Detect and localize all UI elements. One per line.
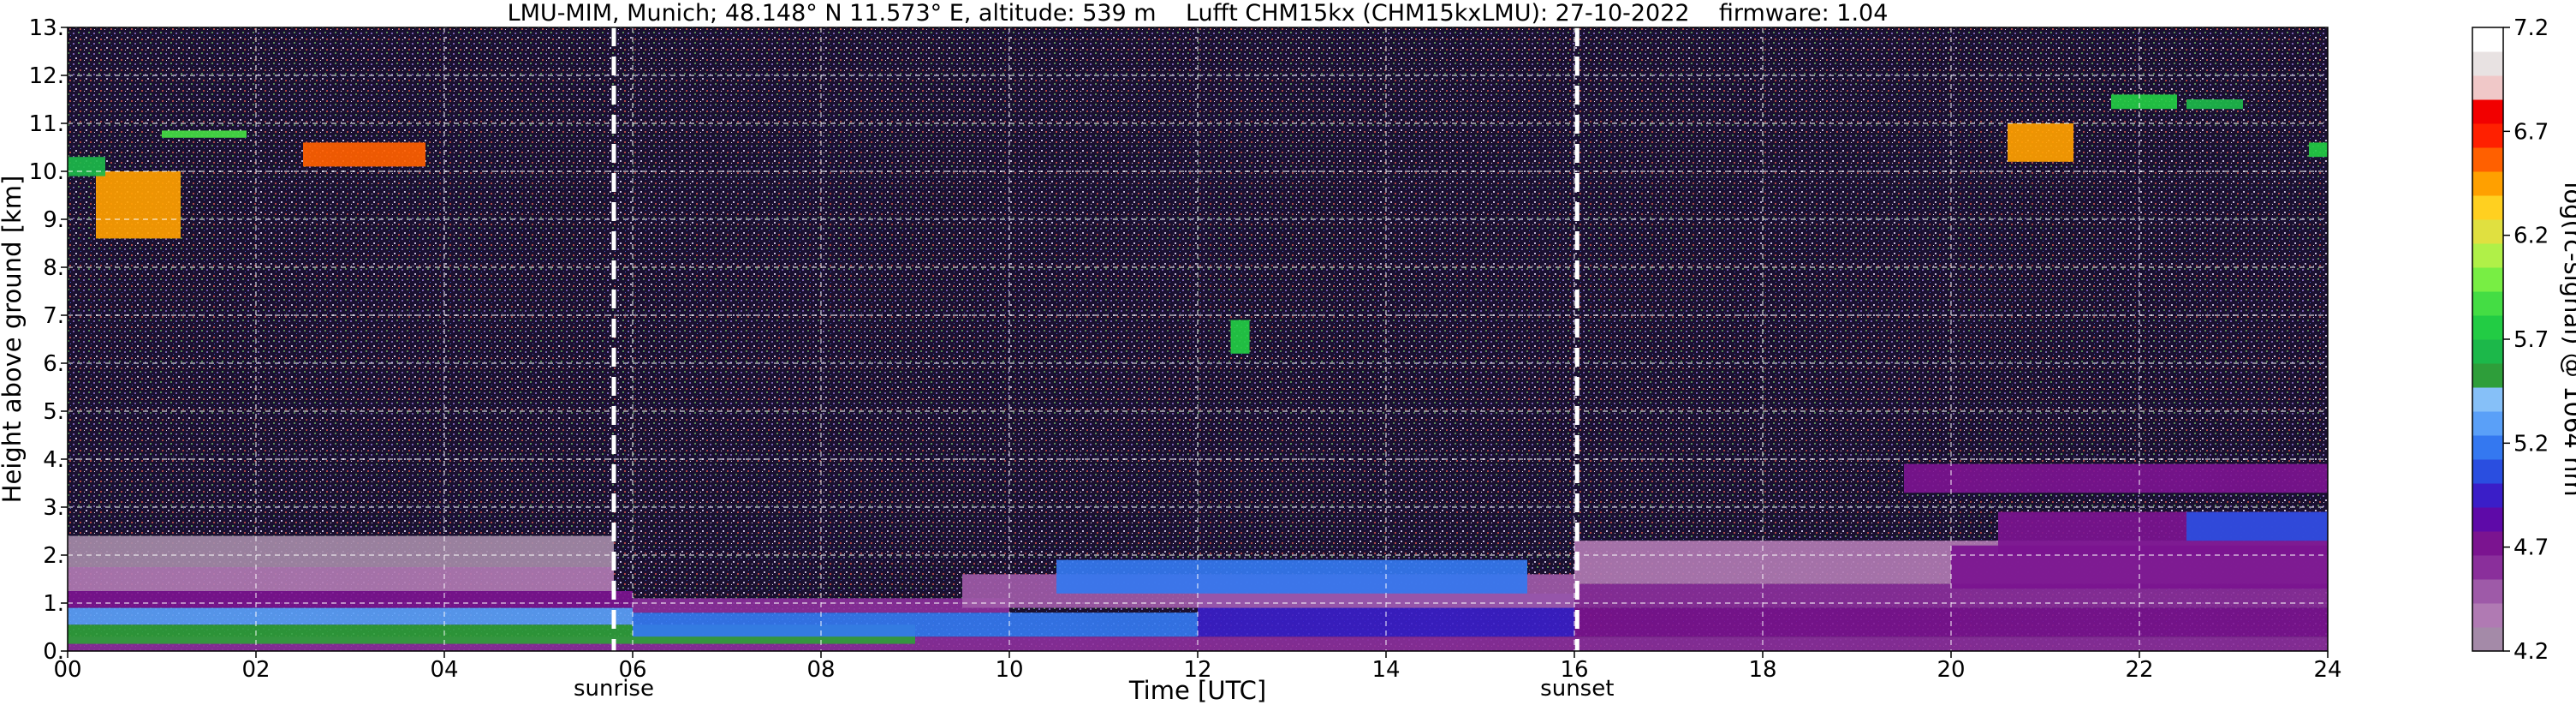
layer-22 bbox=[1230, 320, 1250, 354]
layer-18 bbox=[96, 171, 181, 239]
colorbar-segment bbox=[2472, 219, 2503, 244]
layer-2 bbox=[68, 607, 633, 625]
colorbar-segment bbox=[2472, 603, 2503, 628]
event-label-sunrise: sunrise bbox=[574, 676, 654, 702]
x-tick-label: 18 bbox=[1748, 657, 1776, 683]
colorbar-tick-label: 5.7 bbox=[2514, 327, 2549, 353]
colorbar-segment bbox=[2472, 555, 2503, 580]
colorbar-segment bbox=[2472, 195, 2503, 220]
colorbar-segments bbox=[2472, 27, 2503, 652]
x-tick-label: 22 bbox=[2125, 657, 2153, 683]
colorbar-segment bbox=[2472, 51, 2503, 76]
y-tick-label: 12. bbox=[29, 63, 64, 89]
y-tick-label: 13. bbox=[29, 15, 64, 41]
layer-25 bbox=[2186, 99, 2243, 110]
colorbar-segment bbox=[2472, 627, 2503, 652]
layer-16 bbox=[2186, 511, 2328, 541]
y-tick-label: 11. bbox=[29, 111, 64, 137]
colorbar-segment bbox=[2472, 483, 2503, 508]
colorbar-ticks: 4.2 4.7 5.2 5.7 6.2 6.7 7.2 bbox=[2503, 15, 2549, 665]
layer-26 bbox=[2309, 142, 2328, 158]
x-tick-label: 00 bbox=[53, 657, 81, 683]
colorbar-segment bbox=[2472, 315, 2503, 340]
colorbar-tick-label: 5.2 bbox=[2514, 431, 2549, 457]
colorbar-segment bbox=[2472, 75, 2503, 100]
y-axis-ticks: 0. 1. 2. 3. 4. 5. 6. 7. 8. 9. 10. 11. 12. 13. bbox=[29, 15, 68, 665]
y-tick-label: 0. bbox=[43, 639, 64, 665]
y-tick-label: 4. bbox=[43, 447, 64, 473]
colorbar-segment bbox=[2472, 363, 2503, 388]
colorbar-segment bbox=[2472, 123, 2503, 148]
y-tick-label: 7. bbox=[43, 303, 64, 329]
layer-21 bbox=[68, 157, 105, 176]
colorbar-tick-label: 6.7 bbox=[2514, 119, 2549, 145]
layer-6 bbox=[68, 591, 633, 608]
gridlines bbox=[68, 27, 2328, 651]
colorbar-segment bbox=[2472, 147, 2503, 172]
colorbar-tick-label: 7.2 bbox=[2514, 15, 2549, 41]
x-tick-label: 08 bbox=[806, 657, 835, 683]
layer-19 bbox=[303, 142, 425, 167]
layer-20 bbox=[162, 130, 247, 138]
layer-8 bbox=[68, 567, 614, 591]
y-tick-label: 9. bbox=[43, 207, 64, 233]
layer-10 bbox=[1056, 559, 1527, 594]
layer-24 bbox=[2111, 94, 2177, 110]
colorbar-tick-label: 4.7 bbox=[2514, 535, 2549, 561]
layer-23 bbox=[2008, 123, 2073, 162]
plot-area bbox=[67, 27, 2329, 652]
event-label-sunset: sunset bbox=[1540, 676, 1614, 702]
colorbar: 4.2 4.7 5.2 5.7 6.2 6.7 7.2 log(rc-signal) @ 1… bbox=[2472, 15, 2576, 665]
colorbar-segment bbox=[2472, 267, 2503, 292]
colorbar-segment bbox=[2472, 171, 2503, 196]
x-tick-label: 16 bbox=[1560, 657, 1588, 683]
colorbar-segment bbox=[2472, 435, 2503, 460]
x-tick-label: 02 bbox=[241, 657, 270, 683]
y-tick-label: 10. bbox=[29, 159, 64, 185]
colorbar-segment bbox=[2472, 99, 2503, 124]
colorbar-tick-label: 6.2 bbox=[2514, 224, 2549, 249]
colorbar-segment bbox=[2472, 459, 2503, 484]
y-tick-label: 6. bbox=[43, 351, 64, 377]
y-tick-label: 1. bbox=[43, 591, 64, 617]
colorbar-segment bbox=[2472, 411, 2503, 436]
x-axis-label: Time [UTC] bbox=[1128, 676, 1266, 705]
x-tick-label: 06 bbox=[618, 657, 646, 683]
layer-17 bbox=[68, 535, 614, 567]
colorbar-segment bbox=[2472, 579, 2503, 604]
layer-15 bbox=[1904, 463, 2328, 493]
colorbar-segment bbox=[2472, 27, 2503, 52]
colorbar-segment bbox=[2472, 387, 2503, 412]
y-tick-label: 2. bbox=[43, 543, 64, 569]
x-tick-label: 04 bbox=[430, 657, 458, 683]
x-tick-label: 14 bbox=[1371, 657, 1400, 683]
y-tick-label: 8. bbox=[43, 255, 64, 281]
event-labels: sunrise sunset bbox=[574, 676, 1614, 702]
y-tick-label: 3. bbox=[43, 495, 64, 521]
chart-title: LMU-MIM, Munich; 48.148° N 11.573° E, al… bbox=[508, 0, 1889, 27]
colorbar-tick-label: 4.2 bbox=[2514, 639, 2549, 665]
y-tick-label: 5. bbox=[43, 399, 64, 425]
x-tick-label: 10 bbox=[995, 657, 1023, 683]
colorbar-segment bbox=[2472, 507, 2503, 532]
colorbar-label: log(rc-signal) @ 1064 nm bbox=[2559, 182, 2576, 496]
x-tick-label: 24 bbox=[2313, 657, 2341, 683]
x-tick-label: 12 bbox=[1183, 657, 1211, 683]
event-lines bbox=[611, 27, 1580, 651]
x-tick-label: 20 bbox=[1936, 657, 1965, 683]
y-axis-label: Height above ground [km] bbox=[0, 176, 27, 504]
x-axis-ticks: 00 02 04 06 08 10 12 14 16 18 20 22 24 bbox=[53, 651, 2342, 683]
colorbar-segment bbox=[2472, 339, 2503, 364]
colorbar-segment bbox=[2472, 531, 2503, 556]
colorbar-segment bbox=[2472, 291, 2503, 316]
layer-3 bbox=[633, 612, 1198, 637]
colorbar-segment bbox=[2472, 243, 2503, 268]
